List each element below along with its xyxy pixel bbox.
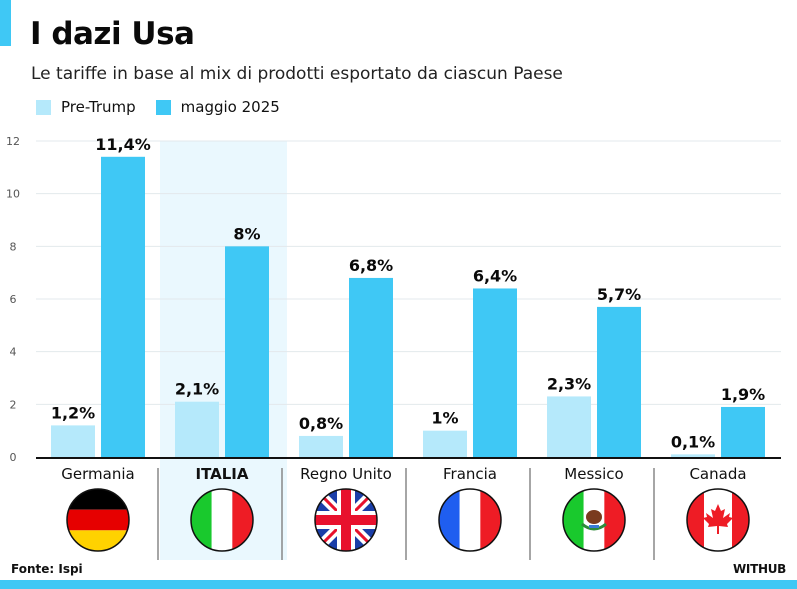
legend-item-pre-trump: Pre-Trump: [36, 98, 136, 116]
title-accent-bar: [0, 0, 11, 46]
legend-item-maggio-2025: maggio 2025: [155, 98, 280, 116]
chart-subtitle: Le tariffe in base al mix di prodotti es…: [31, 64, 563, 84]
y-tick-label: 4: [10, 346, 17, 359]
bar-pre-trump: [423, 430, 467, 457]
uk-flag-icon: [315, 489, 377, 551]
category-label: ITALIA: [195, 465, 248, 483]
legend: Pre-Trump maggio 2025: [36, 98, 300, 116]
bar-pre-trump: [299, 435, 343, 457]
bar-maggio-2025: [473, 288, 517, 457]
data-label: 11,4%: [95, 135, 151, 154]
flag-outline: [190, 488, 254, 552]
data-label: 6,4%: [473, 266, 517, 285]
y-tick-label: 0: [10, 451, 17, 464]
flag-outline: [686, 488, 750, 552]
data-label: 5,7%: [597, 285, 641, 304]
bar-pre-trump: [671, 454, 715, 457]
bar-maggio-2025: [101, 156, 145, 458]
category-label: Canada: [689, 465, 746, 483]
category-label: Francia: [443, 465, 497, 483]
bar-maggio-2025: [349, 277, 393, 457]
flag-outline: [562, 488, 626, 552]
data-label: 2,1%: [175, 380, 219, 399]
data-label: 1%: [431, 409, 458, 428]
data-label: 2,3%: [547, 374, 591, 393]
chart-title: I dazi Usa: [30, 16, 195, 52]
source-note: Fonte: Ispi: [11, 562, 83, 576]
y-tick-label: 8: [10, 240, 17, 253]
category-label: Messico: [564, 465, 623, 483]
legend-label: Pre-Trump: [61, 98, 136, 116]
bar-maggio-2025: [225, 246, 269, 457]
category-label: Germania: [61, 465, 134, 483]
brand-logo: WITHUB: [732, 562, 786, 576]
bar-maggio-2025: [721, 406, 765, 457]
category-label: Regno Unito: [300, 465, 392, 483]
flag-outline: [314, 488, 378, 552]
data-label: 1,9%: [721, 385, 765, 404]
canada-flag-icon: [687, 489, 749, 551]
flag-outline: [66, 488, 130, 552]
data-label: 8%: [233, 224, 260, 243]
y-tick-label: 2: [10, 398, 17, 411]
germany-flag-icon: [67, 489, 129, 551]
bar-pre-trump: [547, 396, 591, 457]
mexico-flag-icon: [563, 489, 625, 551]
legend-swatch-maggio-2025: [155, 99, 171, 115]
bar-pre-trump: [51, 425, 95, 457]
bar-pre-trump: [175, 401, 219, 457]
y-tick-label: 10: [6, 188, 20, 201]
y-tick-label: 12: [6, 135, 20, 148]
italy-flag-icon: [191, 489, 253, 551]
bar-maggio-2025: [597, 306, 641, 457]
data-label: 6,8%: [349, 256, 393, 275]
legend-swatch-pre-trump: [36, 99, 51, 115]
data-label: 0,8%: [299, 414, 343, 433]
data-label: 1,2%: [51, 403, 95, 422]
france-flag-icon: [439, 489, 501, 551]
data-label: 0,1%: [671, 432, 715, 451]
legend-label: maggio 2025: [180, 98, 280, 116]
flag-outline: [438, 488, 502, 552]
bottom-accent-strip: [0, 580, 797, 589]
y-tick-label: 6: [10, 293, 17, 306]
